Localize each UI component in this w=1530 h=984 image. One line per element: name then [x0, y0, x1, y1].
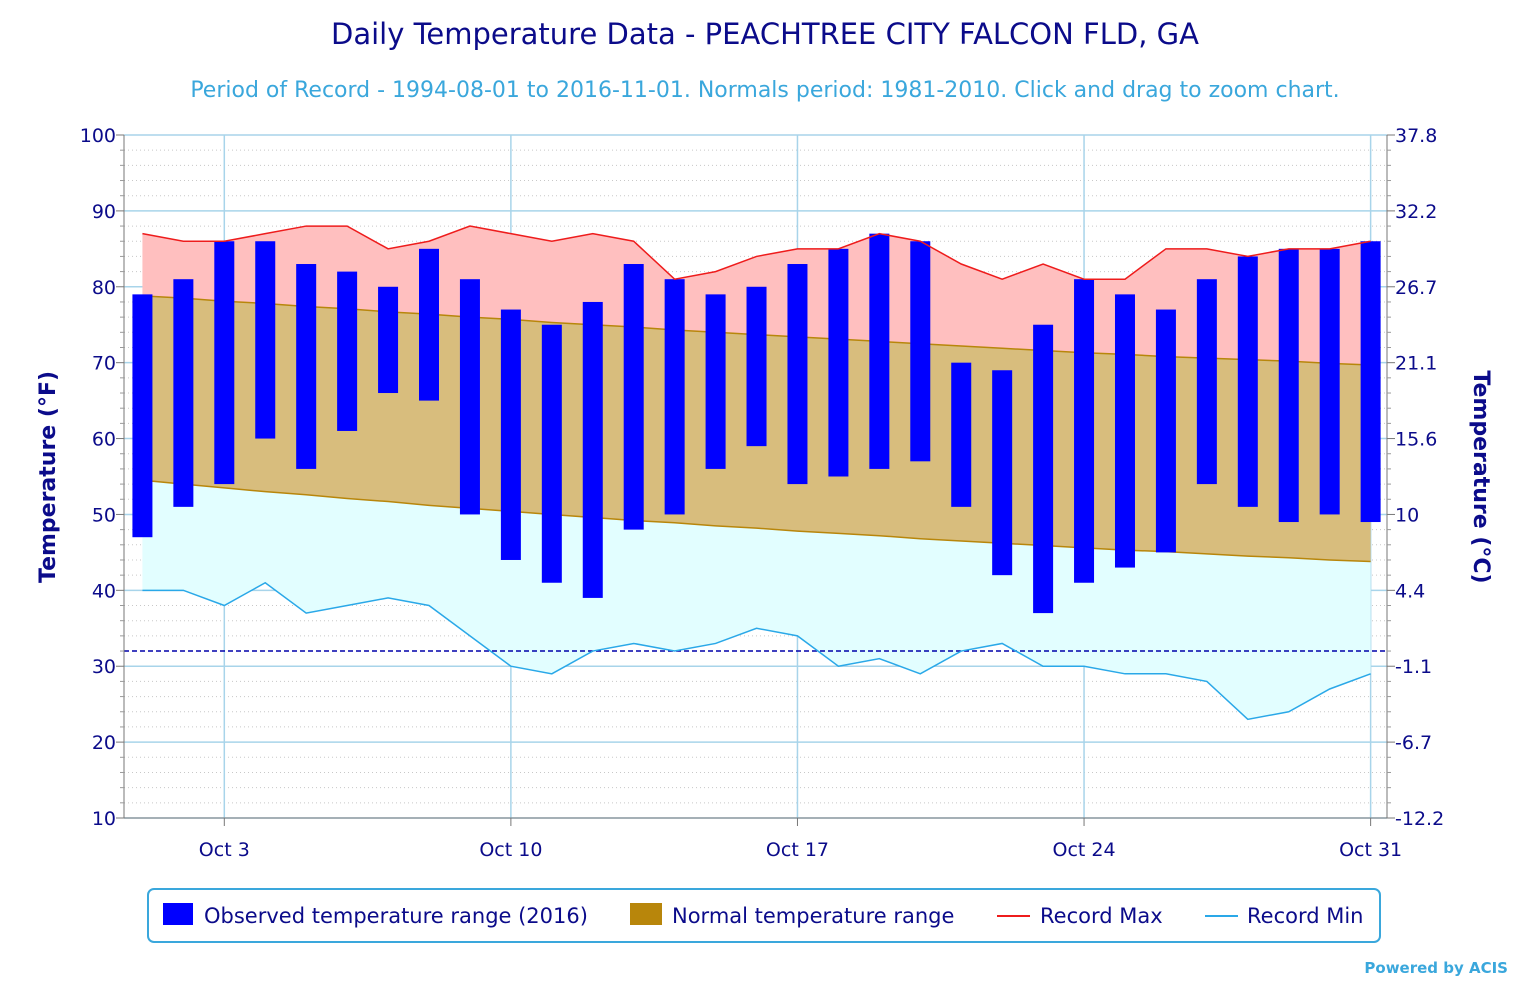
observed-bar[interactable] — [132, 294, 153, 538]
observed-bar[interactable] — [173, 279, 194, 507]
observed-bar[interactable] — [1237, 256, 1258, 507]
chart-subtitle: Period of Record - 1994-08-01 to 2016-11… — [190, 78, 1339, 103]
y-tick-label: 100 — [80, 125, 116, 147]
y-tick-label-right: 15.6 — [1395, 429, 1437, 451]
observed-bar[interactable] — [910, 241, 931, 462]
observed-bar[interactable] — [828, 248, 849, 477]
record-lines — [142, 225, 1371, 721]
observed-bar[interactable] — [419, 248, 440, 401]
x-tick-label: Oct 31 — [1339, 839, 1402, 861]
y-tick-label: 90 — [92, 201, 116, 223]
y-tick-label-right: 21.1 — [1395, 353, 1437, 375]
legend-normal-swatch — [630, 903, 662, 925]
observed-bar[interactable] — [541, 324, 562, 583]
y-tick-label-right: 37.8 — [1395, 125, 1437, 147]
y-tick-label-right: 10 — [1395, 504, 1419, 526]
record-min-line — [142, 581, 1371, 721]
observed-bar[interactable] — [255, 241, 276, 439]
legend-observed-swatch — [163, 903, 193, 925]
observed-bar[interactable] — [664, 279, 685, 515]
axes: 10 -12.2 20 -6.7 30 -1.1 40 4.4 50 10 60 15.6 70 21.1… — [80, 125, 1444, 861]
y-tick-label: 10 — [92, 808, 116, 830]
y-tick-label-right: -12.2 — [1395, 808, 1444, 830]
x-tick-label: Oct 24 — [1053, 839, 1116, 861]
observed-bar[interactable] — [1155, 309, 1176, 553]
legend-normal-label[interactable]: Normal temperature range — [672, 904, 954, 928]
observed-bar[interactable] — [1360, 241, 1381, 523]
y-tick-label-right: 26.7 — [1395, 277, 1437, 299]
legend-observed-label[interactable]: Observed temperature range (2016) — [204, 904, 588, 928]
observed-bar[interactable] — [337, 271, 358, 431]
legend-record-min-label[interactable]: Record Min — [1247, 904, 1364, 928]
legend: Observed temperature range (2016) Normal… — [147, 888, 1381, 943]
observed-bar[interactable] — [787, 264, 808, 485]
y-axis-right-title: Temperature (°C) — [1468, 370, 1493, 583]
observed-bar[interactable] — [296, 264, 317, 469]
observed-bar[interactable] — [459, 279, 480, 515]
y-tick-label-right: 4.4 — [1395, 580, 1425, 602]
observed-bar[interactable] — [1074, 279, 1095, 583]
record-min-area — [142, 480, 1371, 720]
observed-bar[interactable] — [1196, 279, 1217, 485]
y-tick-label: 40 — [92, 580, 116, 602]
observed-bar[interactable] — [500, 309, 521, 560]
observed-bar[interactable] — [1033, 324, 1054, 614]
legend-record-max-label[interactable]: Record Max — [1040, 904, 1163, 928]
y-axis-left-title: Temperature (°F) — [36, 371, 61, 583]
legend-box — [147, 888, 1381, 943]
observed-bar[interactable] — [1278, 248, 1299, 523]
y-tick-label: 60 — [92, 429, 116, 451]
y-tick-label-right: -1.1 — [1395, 656, 1432, 678]
y-tick-label: 70 — [92, 353, 116, 375]
x-tick-label: Oct 10 — [479, 839, 542, 861]
observed-bar[interactable] — [623, 264, 644, 530]
y-tick-label: 80 — [92, 277, 116, 299]
x-tick-label: Oct 17 — [766, 839, 829, 861]
observed-bars — [132, 233, 1381, 614]
observed-bar[interactable] — [869, 233, 890, 469]
y-tick-label: 20 — [92, 732, 116, 754]
observed-bar[interactable] — [705, 294, 726, 469]
observed-bar[interactable] — [1319, 248, 1340, 515]
observed-bar[interactable] — [378, 286, 399, 394]
x-tick-label: Oct 3 — [199, 839, 250, 861]
y-tick-label-right: -6.7 — [1395, 732, 1432, 754]
y-tick-label-right: 32.2 — [1395, 201, 1437, 223]
y-tick-label: 50 — [92, 504, 116, 526]
chart-title: Daily Temperature Data - PEACHTREE CITY … — [331, 17, 1199, 51]
observed-bar[interactable] — [951, 362, 972, 507]
powered-by-credit[interactable]: Powered by ACIS — [1364, 959, 1508, 977]
observed-bar[interactable] — [746, 286, 767, 447]
observed-bar[interactable] — [992, 370, 1013, 576]
y-tick-label: 30 — [92, 656, 116, 678]
record-max-line — [142, 225, 1371, 280]
observed-bar[interactable] — [214, 241, 235, 485]
observed-bar[interactable] — [1114, 294, 1135, 568]
observed-bar[interactable] — [582, 301, 603, 598]
